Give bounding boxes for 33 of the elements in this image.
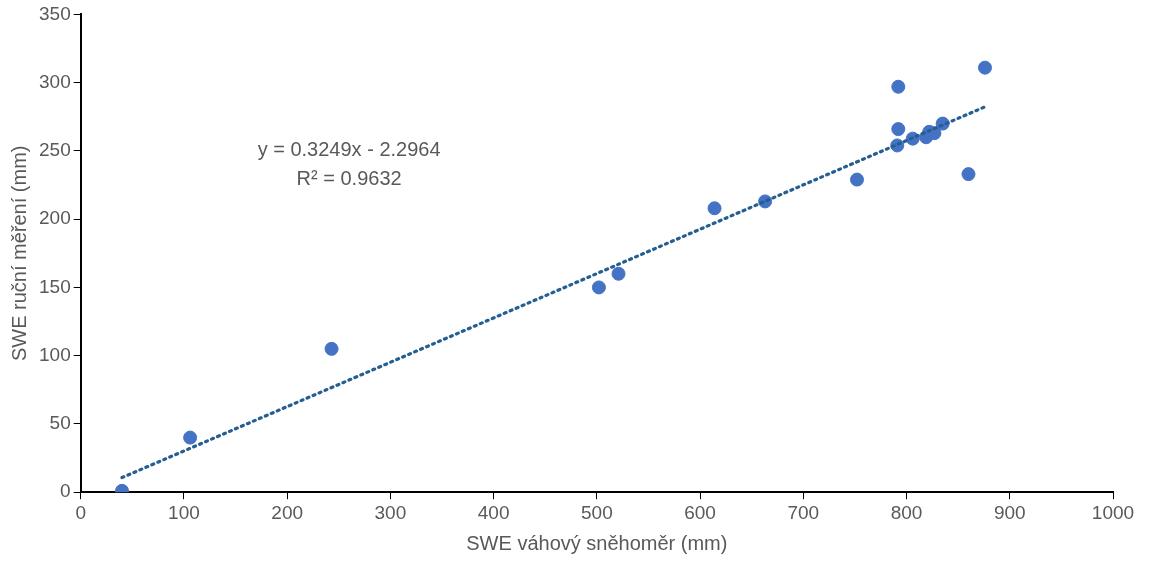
y-tick-label: 350 — [39, 2, 71, 24]
y-tick-label: 150 — [39, 275, 71, 297]
x-tick-label: 0 — [75, 501, 86, 523]
point — [978, 60, 992, 75]
y-tick-label: 250 — [39, 139, 71, 161]
x-tick-label: 1000 — [1091, 501, 1135, 523]
x-tick-label: 400 — [477, 501, 510, 523]
x-tick-label: 600 — [684, 501, 716, 523]
x-tick-label: 100 — [168, 501, 200, 523]
x-axis-title: SWE váhový sněhoměr (mm) — [466, 531, 728, 554]
point — [961, 167, 976, 182]
annotation: R² = 0.9632 — [296, 166, 402, 189]
x-tick-label: 500 — [581, 501, 613, 523]
point — [611, 266, 626, 281]
point — [183, 430, 198, 445]
x-tick-label: 900 — [993, 501, 1026, 523]
point — [891, 79, 906, 94]
x-tick-label: 700 — [787, 501, 820, 523]
point — [891, 122, 906, 137]
point — [707, 201, 722, 216]
y-axis-title: SWE ruční měření (mm) — [7, 145, 30, 362]
y-tick-label: 100 — [39, 343, 71, 365]
y-tick-label: 0 — [60, 480, 71, 502]
point — [324, 341, 339, 356]
x-tick-label: 300 — [374, 501, 407, 523]
point — [591, 280, 606, 295]
annotation: y = 0.3249x - 2.2964 — [257, 137, 441, 160]
x-tick-label: 800 — [890, 501, 923, 523]
y-tick-label: 300 — [39, 70, 71, 92]
point — [849, 172, 864, 187]
y-tick-label: 50 — [49, 412, 71, 434]
x-tick-label: 200 — [271, 501, 304, 523]
y-tick-label: 200 — [39, 207, 71, 229]
